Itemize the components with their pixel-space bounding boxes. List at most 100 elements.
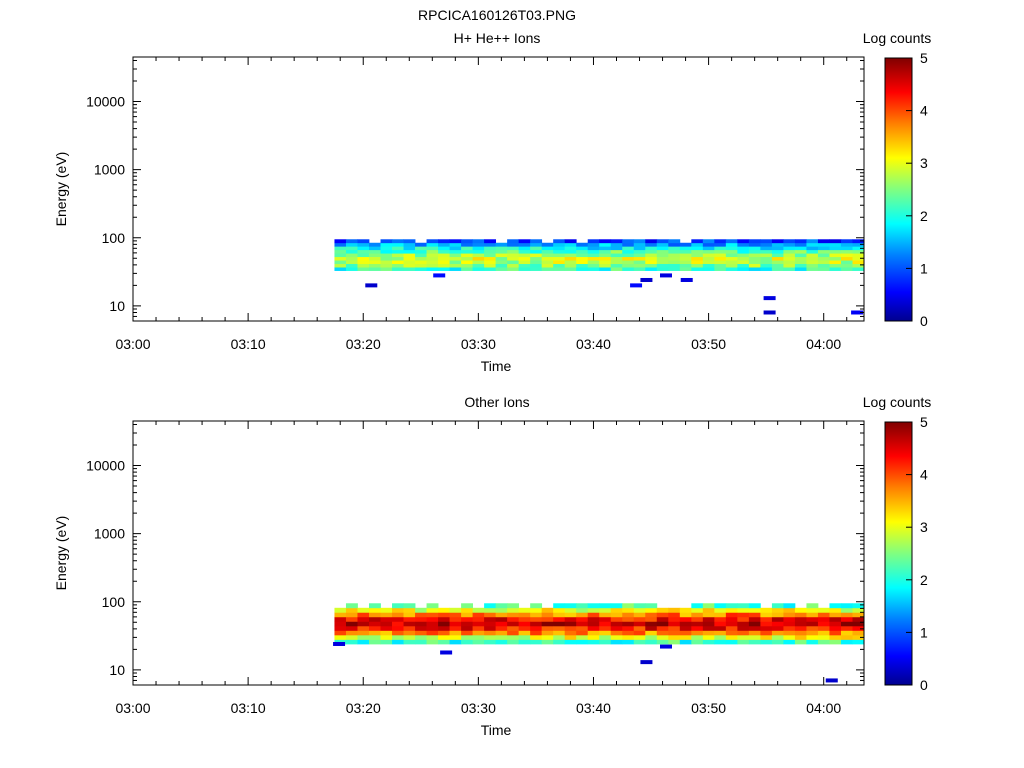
heatmap-cell [507, 603, 520, 609]
heatmap-cell [472, 242, 485, 247]
heatmap-cell [403, 260, 416, 265]
heatmap-cell [783, 625, 796, 631]
heatmap-cell [622, 603, 635, 609]
heatmap-cell [449, 625, 462, 631]
heatmap-cell [668, 246, 681, 251]
heatmap-cell [438, 256, 450, 261]
heatmap-cell [645, 634, 658, 640]
heatmap-cell [794, 256, 807, 261]
heatmap-cell [368, 625, 381, 631]
heatmap-cell [415, 612, 427, 618]
heatmap-cell [702, 246, 715, 251]
heatmap-cell [484, 607, 497, 613]
heatmap-cell [656, 256, 669, 261]
heatmap-cell [392, 625, 404, 631]
heatmap-cell [691, 612, 704, 618]
heatmap-cell [633, 260, 646, 265]
heatmap-cell [725, 603, 738, 609]
heatmap-cell [668, 253, 681, 258]
heatmap-cell [714, 260, 727, 265]
heatmap-cell [622, 242, 635, 247]
heatmap-cell [495, 616, 508, 622]
heatmap-cell [840, 249, 853, 254]
heatmap-cell [645, 267, 658, 271]
heatmap-cell [576, 253, 589, 258]
heatmap-cell [691, 239, 704, 244]
heatmap-cell [392, 246, 404, 251]
heatmap-cell [426, 242, 439, 247]
heatmap-cell [645, 607, 658, 613]
heatmap-cell [530, 639, 543, 645]
heatmap-cell [564, 634, 577, 640]
heatmap-cell [668, 260, 681, 265]
heatmap-cell [518, 256, 531, 261]
heatmap-cell [587, 263, 600, 268]
heatmap-cell [794, 621, 807, 627]
heatmap-cell [576, 639, 589, 645]
heatmap-cell [368, 263, 381, 268]
heatmap-cell [403, 612, 416, 618]
heatmap-cell [806, 607, 819, 613]
heatmap-cell [714, 634, 727, 640]
heatmap-cell [415, 616, 427, 622]
heatmap-cell [541, 621, 554, 627]
heatmap-cell [380, 242, 393, 247]
heatmap-cell [564, 612, 577, 618]
heatmap-cell [380, 612, 393, 618]
plot-frame [132, 420, 865, 686]
heatmap-cell [576, 263, 589, 268]
figure-title: RPCICA160126T03.PNG [418, 7, 576, 23]
heatmap-cell [564, 621, 577, 627]
heatmap-cell [438, 616, 450, 622]
heatmap-point [680, 277, 693, 282]
heatmap-cell [702, 603, 715, 609]
heatmap-cell [507, 253, 520, 258]
heatmap-cell [357, 634, 370, 640]
heatmap-cell [438, 634, 450, 640]
heatmap-cell [484, 616, 497, 622]
heatmap-cell [771, 256, 784, 261]
heatmap-cell [357, 607, 370, 613]
x-tick-label: 03:30 [461, 336, 496, 352]
heatmap-cell [702, 256, 715, 261]
heatmap-cell [576, 621, 589, 627]
heatmap-cell [334, 607, 347, 613]
heatmap-cell [737, 256, 750, 261]
heatmap-cell [725, 267, 738, 271]
heatmap-cell [852, 267, 865, 271]
heatmap-cell [438, 239, 450, 244]
heatmap-cell [518, 260, 531, 265]
heatmap-cell [472, 621, 485, 627]
heatmap-cell [380, 621, 393, 627]
heatmap-cell [403, 263, 416, 268]
heatmap-cell [392, 603, 404, 609]
heatmap-cell [599, 263, 612, 268]
heatmap-cell [852, 242, 865, 247]
heatmap-cell [714, 603, 727, 609]
heatmap-cell [461, 639, 473, 645]
heatmap-cell [610, 239, 623, 244]
heatmap-cell [645, 630, 658, 636]
heatmap-cell [783, 639, 796, 645]
heatmap-cell [610, 260, 623, 265]
heatmap-cell [656, 607, 669, 613]
heatmap-cell [415, 634, 427, 640]
heatmap-cell [645, 612, 658, 618]
heatmap-cell [852, 621, 865, 627]
heatmap-cell [507, 621, 520, 627]
heatmap-cell [553, 621, 566, 627]
heatmap-cell [771, 242, 784, 247]
heatmap-cell [403, 246, 416, 251]
heatmap-cell [633, 639, 646, 645]
heatmap-cell [656, 639, 669, 645]
heatmap-cell [599, 634, 612, 640]
heatmap-cell [783, 242, 796, 247]
heatmap-cell [599, 625, 612, 631]
heatmap-cell [415, 625, 427, 631]
heatmap-cell [461, 246, 473, 251]
heatmap-cell [587, 253, 600, 258]
heatmap-cell [610, 246, 623, 251]
heatmap-cell [806, 625, 819, 631]
heatmap-cell [760, 630, 773, 636]
heatmap-cell [633, 263, 646, 268]
